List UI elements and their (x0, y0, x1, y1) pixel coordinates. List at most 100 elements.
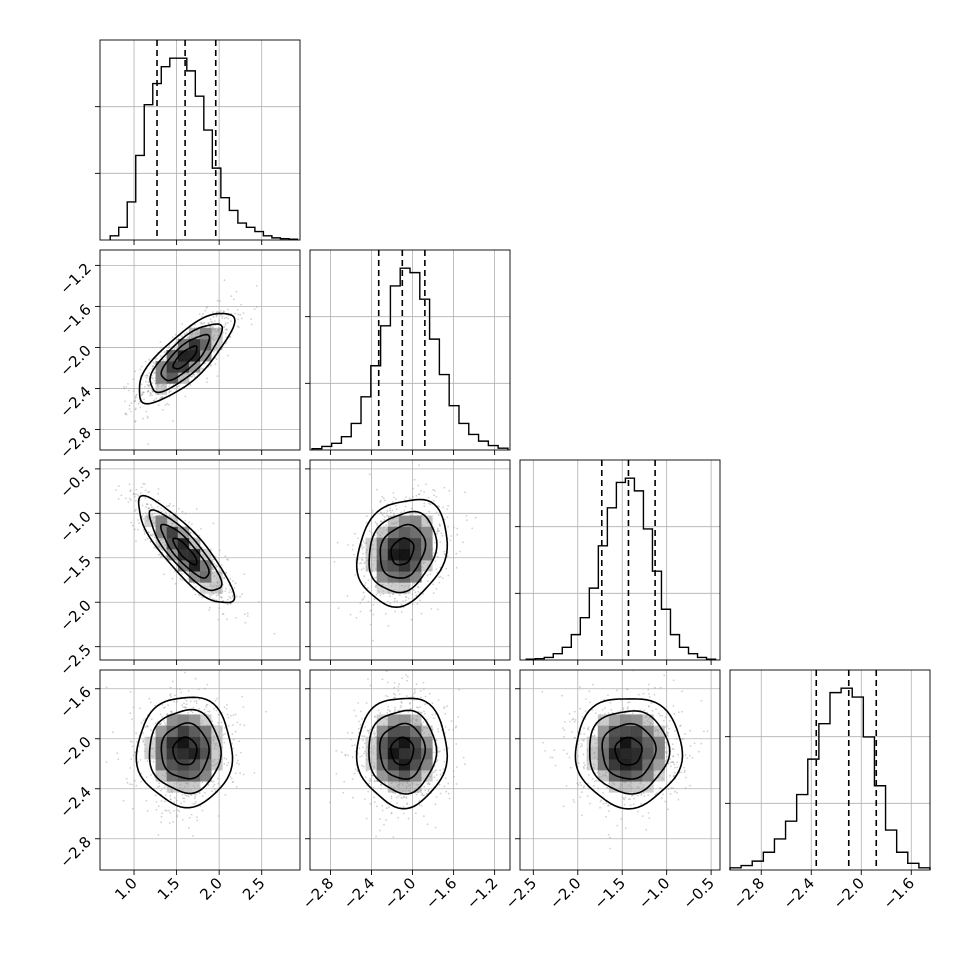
sample-point (364, 542, 366, 544)
sample-point (373, 716, 376, 718)
density-cell (421, 526, 433, 539)
sample-point (174, 570, 176, 573)
sample-point (243, 573, 246, 575)
sample-point (190, 710, 192, 713)
sample-point (222, 310, 225, 313)
density-cell (365, 758, 378, 771)
sample-point (141, 515, 144, 518)
sample-point (178, 810, 180, 813)
sample-point (200, 528, 202, 530)
sample-point (227, 308, 229, 311)
sample-point (165, 513, 168, 515)
sample-point (195, 702, 198, 704)
sample-point (181, 578, 183, 581)
sample-point (160, 510, 163, 513)
pair-0-1-frame (99, 249, 301, 451)
sample-point (169, 694, 171, 697)
density-cell (166, 758, 179, 771)
sample-point (160, 789, 162, 792)
sample-point (416, 586, 419, 588)
sample-point (117, 758, 120, 761)
sample-point (397, 816, 399, 819)
sample-point (153, 399, 156, 401)
sample-point (583, 733, 586, 735)
sample-point (353, 709, 356, 712)
ytick-label-2-2: −1.5 (56, 552, 94, 590)
sample-point (193, 582, 196, 585)
sample-point (131, 718, 133, 720)
sample-point (231, 733, 234, 736)
sample-point (170, 693, 172, 695)
sample-point (192, 835, 194, 837)
xtick-label-1-2: −2.0 (381, 874, 419, 912)
sample-point (362, 552, 364, 555)
sample-point (393, 600, 396, 603)
sample-point (397, 795, 400, 798)
sample-point (434, 770, 436, 772)
sample-point (198, 534, 201, 537)
sample-point (135, 393, 138, 396)
sample-point (200, 322, 202, 325)
sample-point (347, 544, 349, 546)
sample-point (206, 305, 209, 308)
sample-point (351, 548, 354, 551)
sample-point (227, 322, 229, 324)
sample-point (375, 594, 378, 596)
sample-point (149, 392, 152, 394)
sample-point (137, 402, 140, 405)
sample-point (160, 507, 163, 509)
sample-point (450, 535, 453, 537)
sample-point (173, 701, 176, 703)
sample-point (156, 786, 159, 789)
sample-point (227, 716, 230, 719)
sample-point (396, 802, 398, 805)
sample-point (345, 753, 347, 756)
sample-point (115, 489, 117, 491)
sample-point (218, 593, 220, 596)
sample-point (362, 567, 365, 570)
sample-point (232, 298, 235, 301)
sample-point (381, 804, 384, 807)
sample-point (137, 494, 140, 497)
sample-point (356, 770, 359, 772)
sample-point (233, 587, 236, 589)
sample-point (129, 410, 132, 413)
sample-point (194, 593, 197, 596)
sample-point (235, 754, 238, 757)
sample-point (382, 514, 384, 516)
sample-point (204, 309, 207, 312)
sample-point (152, 377, 154, 380)
sample-point (165, 356, 167, 359)
sample-point (455, 725, 458, 728)
sample-point (648, 705, 650, 708)
sample-point (224, 342, 227, 345)
sample-point (223, 757, 226, 760)
sample-point (138, 522, 140, 524)
sample-point (388, 709, 391, 712)
sample-point (208, 710, 211, 713)
sample-point (176, 799, 178, 802)
sample-point (225, 707, 228, 710)
sample-point (153, 379, 156, 382)
sample-point (157, 553, 160, 556)
density-cell (211, 582, 223, 594)
sample-point (134, 420, 137, 423)
sample-point (211, 326, 214, 329)
sample-point (374, 585, 377, 588)
sample-point (243, 724, 246, 727)
density-cell (398, 548, 411, 561)
pair-2-3-content (520, 670, 720, 870)
sample-point (147, 725, 149, 728)
sample-point (435, 511, 438, 514)
sample-point (217, 782, 220, 785)
density-cell (200, 747, 212, 760)
sample-point (445, 567, 447, 570)
density-cell (211, 725, 223, 738)
sample-point (163, 509, 165, 511)
sample-point (135, 732, 138, 734)
density-cell (166, 725, 179, 738)
density-cell (166, 372, 179, 384)
sample-point (236, 762, 238, 764)
density-cell (188, 758, 201, 771)
sample-point (230, 603, 232, 605)
